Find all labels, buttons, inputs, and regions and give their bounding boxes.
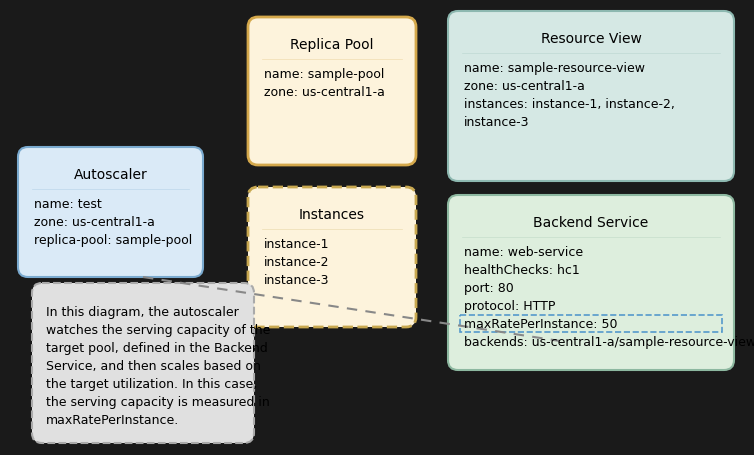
Text: backends: us-central1-a/sample-resource-view: backends: us-central1-a/sample-resource-… — [464, 335, 754, 348]
Text: name: web-service: name: web-service — [464, 245, 583, 258]
Text: instance-2: instance-2 — [264, 255, 329, 268]
FancyBboxPatch shape — [32, 283, 254, 443]
FancyBboxPatch shape — [18, 148, 203, 278]
Text: Instances: Instances — [299, 207, 365, 222]
Text: name: sample-resource-view: name: sample-resource-view — [464, 62, 645, 75]
Text: zone: us-central1-a: zone: us-central1-a — [264, 86, 385, 99]
Text: zone: us-central1-a: zone: us-central1-a — [34, 216, 155, 228]
Text: maxRatePerInstance: 50: maxRatePerInstance: 50 — [464, 317, 618, 330]
Text: port: 80: port: 80 — [464, 281, 513, 294]
Text: Autoscaler: Autoscaler — [74, 167, 147, 182]
FancyBboxPatch shape — [248, 187, 416, 327]
Text: name: sample-pool: name: sample-pool — [264, 68, 385, 81]
Text: protocol: HTTP: protocol: HTTP — [464, 299, 556, 312]
FancyBboxPatch shape — [448, 12, 734, 182]
Text: instance-3: instance-3 — [264, 273, 329, 286]
FancyBboxPatch shape — [248, 18, 416, 166]
Text: instance-3: instance-3 — [464, 116, 529, 129]
Text: instances: instance-1, instance-2,: instances: instance-1, instance-2, — [464, 98, 675, 111]
Text: instance-1: instance-1 — [264, 238, 329, 250]
Text: Resource View: Resource View — [541, 32, 642, 46]
FancyBboxPatch shape — [448, 196, 734, 370]
Text: In this diagram, the autoscaler
watches the serving capacity of the
target pool,: In this diagram, the autoscaler watches … — [46, 305, 271, 426]
Text: Replica Pool: Replica Pool — [290, 38, 374, 52]
Text: zone: us-central1-a: zone: us-central1-a — [464, 80, 585, 93]
Text: healthChecks: hc1: healthChecks: hc1 — [464, 263, 580, 276]
Text: Backend Service: Backend Service — [533, 216, 648, 229]
Text: name: test: name: test — [34, 197, 102, 211]
Text: replica-pool: sample-pool: replica-pool: sample-pool — [34, 233, 192, 247]
